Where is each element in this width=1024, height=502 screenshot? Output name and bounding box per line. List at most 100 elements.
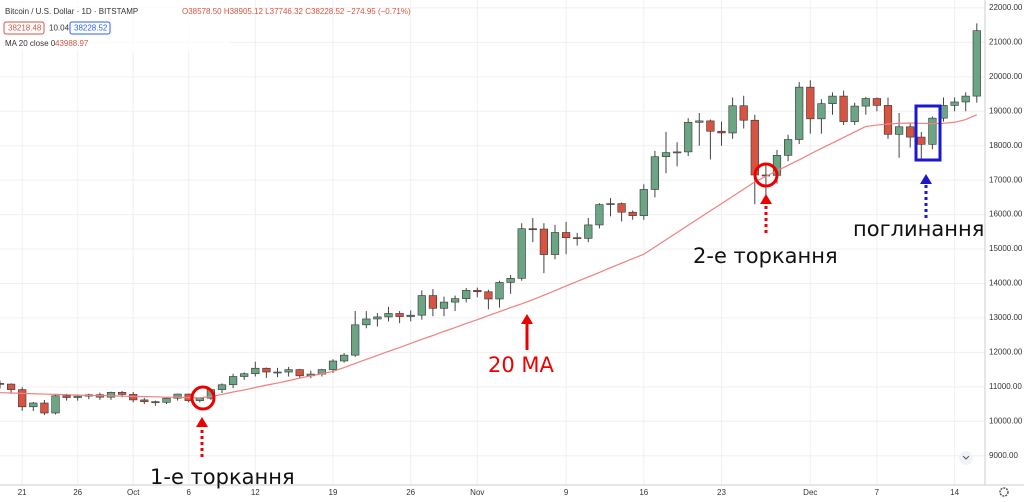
candle-body bbox=[217, 384, 227, 390]
candle-body bbox=[0, 383, 5, 385]
scroll-button[interactable] bbox=[959, 451, 973, 465]
candle-body bbox=[384, 313, 393, 318]
x-tick-label: 16 bbox=[639, 488, 648, 497]
ma-legend: MA 20 close 0 bbox=[5, 39, 56, 48]
candle-body bbox=[162, 397, 171, 403]
candle-body bbox=[362, 318, 371, 326]
candle-body bbox=[395, 313, 404, 317]
arrow-head bbox=[196, 417, 208, 427]
candle-body bbox=[573, 237, 582, 239]
candle-body bbox=[861, 98, 870, 107]
candle-body bbox=[628, 211, 637, 216]
candle-body bbox=[517, 228, 526, 279]
x-tick-label: 21 bbox=[18, 488, 27, 497]
touch-circle bbox=[190, 385, 216, 411]
ask: 38228.52 bbox=[74, 24, 108, 33]
x-tick-label: 12 bbox=[251, 488, 260, 497]
grid bbox=[0, 0, 985, 485]
candle-body bbox=[273, 371, 282, 374]
candle-body bbox=[106, 392, 116, 398]
candle-body bbox=[561, 232, 571, 238]
candle-body bbox=[328, 360, 338, 370]
candle-body bbox=[29, 402, 38, 408]
settings-button[interactable] bbox=[999, 487, 1009, 497]
candle-body bbox=[684, 121, 693, 153]
candle-body bbox=[695, 120, 704, 123]
candle-body bbox=[595, 204, 604, 226]
candle-body bbox=[539, 228, 548, 255]
y-tick-label: 10000.00 bbox=[989, 416, 1023, 425]
candle-body bbox=[439, 301, 449, 309]
candle-body bbox=[872, 98, 881, 106]
x-tick-label: 14 bbox=[950, 488, 959, 497]
y-tick-label: 11000.00 bbox=[989, 382, 1022, 391]
candle-body bbox=[883, 105, 893, 135]
candle-body bbox=[961, 95, 970, 103]
y-tick-label: 14000.00 bbox=[989, 279, 1023, 288]
x-tick-label: 26 bbox=[73, 488, 82, 497]
candle-body bbox=[550, 232, 560, 255]
candle-body bbox=[928, 117, 937, 145]
candle-body bbox=[284, 369, 293, 373]
candle-body bbox=[151, 401, 160, 403]
candle-body bbox=[450, 298, 460, 303]
x-tick-label: Oct bbox=[127, 488, 140, 497]
candle-body bbox=[894, 126, 904, 135]
y-tick-label: 15000.00 bbox=[989, 244, 1023, 253]
candle-body bbox=[73, 395, 82, 398]
candle-body bbox=[229, 376, 238, 386]
candle-body bbox=[173, 393, 182, 399]
candle-body bbox=[528, 228, 537, 231]
candle-body bbox=[51, 395, 60, 414]
candle-body bbox=[839, 95, 848, 122]
ohlc-values: O38578.50 H38905.12 L37746.32 C38228.52 … bbox=[182, 7, 411, 16]
annotation: 20 MA bbox=[488, 353, 555, 377]
annotation: 2-е торкання bbox=[693, 244, 838, 268]
engulf-box bbox=[914, 104, 942, 162]
candle-body bbox=[473, 290, 482, 293]
candle-body bbox=[62, 395, 71, 398]
y-tick-label: 20000.00 bbox=[989, 72, 1023, 81]
candle-body bbox=[606, 203, 615, 205]
x-tick-label: 9 bbox=[564, 488, 569, 497]
y-tick-label: 13000.00 bbox=[989, 313, 1023, 322]
x-tick-label: 23 bbox=[717, 488, 726, 497]
candle-body bbox=[351, 324, 360, 356]
candle-body bbox=[717, 130, 726, 134]
candle-body bbox=[906, 126, 915, 138]
y-tick-label: 16000.00 bbox=[989, 210, 1023, 219]
candle-body bbox=[617, 203, 626, 213]
candle-body bbox=[484, 291, 493, 300]
candle-body bbox=[406, 314, 415, 317]
y-tick-label: 21000.00 bbox=[989, 37, 1023, 46]
candle-body bbox=[728, 105, 737, 134]
candle-body bbox=[506, 278, 515, 283]
touch-circle bbox=[753, 162, 779, 188]
candle-body bbox=[950, 101, 959, 106]
candle-body bbox=[972, 30, 981, 97]
candle-body bbox=[129, 394, 138, 401]
candle-body bbox=[817, 103, 826, 120]
x-tick-label: Nov bbox=[470, 488, 484, 497]
candle-body bbox=[650, 156, 659, 190]
candle-body bbox=[739, 105, 748, 121]
candle-body bbox=[783, 139, 793, 156]
candle-body bbox=[495, 282, 504, 300]
scroll-icon bbox=[962, 455, 970, 460]
annotation: поглинання bbox=[853, 217, 984, 241]
y-tick-label: 22000.00 bbox=[989, 3, 1023, 12]
candle-body bbox=[462, 290, 471, 299]
ma-line bbox=[0, 114, 978, 399]
annotations: 1-е торкання 20 MA 2-е торкання поглинан… bbox=[150, 104, 984, 489]
candle-body bbox=[18, 389, 27, 408]
candle-body bbox=[251, 367, 260, 375]
x-tick-label: Dec bbox=[803, 488, 817, 497]
candle-body bbox=[140, 399, 149, 402]
candle-body bbox=[806, 86, 815, 120]
bid: 38218.48 bbox=[8, 24, 42, 33]
candle-body bbox=[428, 295, 438, 309]
bid-box bbox=[3, 21, 45, 35]
candle-body bbox=[7, 383, 16, 390]
candle-body bbox=[295, 369, 304, 377]
